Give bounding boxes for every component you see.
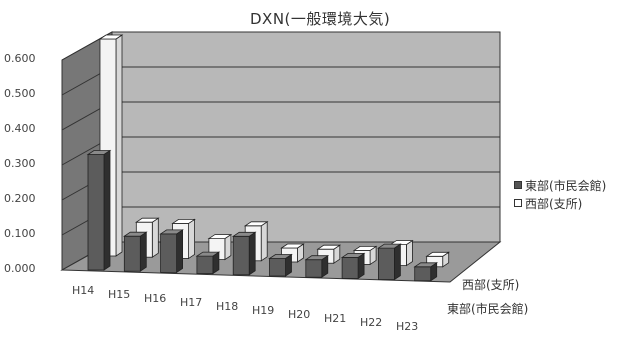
bar-west-H15-side	[151, 217, 159, 258]
bar-east-H15-front	[123, 235, 141, 272]
x-tick-label: H18	[216, 300, 239, 313]
bar-east-H16-side	[176, 229, 184, 274]
y-tick-label: 0.400	[4, 122, 36, 135]
legend: 東部(市民会館) 西部(支所)	[514, 176, 606, 212]
depth-label-east: 東部(市民会館)	[447, 302, 529, 316]
bar-east-H15-side	[139, 231, 147, 272]
bar-east-H23-top	[413, 262, 439, 268]
bar-west-H15-top	[134, 217, 160, 223]
x-tick-label: H15	[108, 288, 131, 301]
bar-east-H19-front	[269, 258, 286, 277]
bar-east-H20-front	[305, 259, 323, 278]
legend-swatch-west	[514, 199, 522, 207]
legend-label-east: 東部(市民会館)	[525, 178, 607, 193]
legend-item-west: 西部(支所)	[514, 194, 606, 212]
bar-east-H22-side	[393, 243, 401, 281]
bar-east-H21-front	[341, 256, 359, 279]
bar-east-H14-front	[87, 154, 105, 271]
bar-east-H17-front	[196, 255, 214, 275]
x-tick-label: H21	[324, 312, 347, 325]
bar-west-H18-top	[243, 221, 269, 227]
legend-label-west: 西部(支所)	[525, 196, 583, 211]
bar-east-H23	[413, 262, 439, 282]
bar-west-H23	[425, 251, 451, 268]
x-tick-label: H20	[288, 308, 311, 321]
bar-east-H22-top	[377, 243, 402, 249]
legend-swatch-east	[514, 181, 522, 189]
bar-west-H22-top	[389, 240, 414, 246]
x-tick-label: H23	[396, 320, 419, 333]
y-tick-label: 0.300	[4, 157, 36, 170]
bar-east-H15	[122, 231, 148, 272]
x-tick-label: H14	[72, 284, 95, 297]
bar-west-H18-side	[260, 221, 268, 262]
bar-east-H19	[268, 253, 293, 277]
bar-west-H19-top	[280, 243, 305, 249]
bar-east-H20-top	[304, 255, 330, 261]
chart-title: DXN(一般環境大気)	[250, 10, 391, 28]
x-tick-label: H22	[360, 316, 383, 329]
y-tick-label: 0.500	[4, 87, 36, 100]
bar-east-H18-front	[232, 235, 250, 276]
bar-west-H16-side	[188, 218, 196, 260]
bar-east-H16-front	[160, 233, 178, 273]
bar-west-H14-top	[98, 34, 124, 40]
y-tick-label: 0.600	[4, 52, 36, 65]
y-tick-label: 0.000	[4, 262, 36, 275]
bar-east-H20	[304, 254, 330, 278]
gridline	[61, 31, 500, 61]
bar-east-H21-top	[340, 252, 366, 258]
bar-east-H22-front	[377, 247, 395, 281]
bar-east-H16	[159, 229, 184, 274]
bar-east-H14-top	[86, 150, 112, 155]
x-tick-label: H19	[252, 304, 275, 317]
bar-east-H14	[86, 149, 112, 271]
bar-east-H15-top	[122, 231, 148, 237]
bars	[86, 34, 451, 282]
bar-east-H17	[195, 251, 221, 275]
bar-east-H18-top	[231, 231, 257, 237]
bar-east-H19-top	[268, 254, 293, 259]
legend-item-east: 東部(市民会館)	[514, 176, 606, 194]
bar-east-H21	[340, 252, 366, 280]
x-tick-label: H17	[180, 296, 203, 309]
bar-east-H17-top	[195, 251, 221, 257]
bar-east-H14-side	[103, 149, 111, 271]
bar-east-H16-top	[159, 229, 184, 235]
bar-west-H20-top	[316, 244, 342, 250]
y-tick-label: 0.100	[4, 227, 36, 240]
bar-west-H23-top	[425, 251, 451, 257]
bar-west-H17-top	[207, 234, 233, 240]
bar-east-H22	[377, 243, 402, 281]
depth-label-west: 西部(支所)	[462, 278, 520, 292]
y-tick-label: 0.200	[4, 192, 36, 205]
bar-west-H21-top	[352, 245, 378, 251]
x-tick-label: H16	[144, 292, 167, 305]
bar-east-H18	[231, 231, 257, 276]
bar-west-H14-side	[115, 34, 123, 257]
bar-west-H16-top	[171, 218, 196, 224]
bar-east-H18-side	[248, 231, 256, 276]
bar-east-H23-front	[414, 266, 432, 282]
